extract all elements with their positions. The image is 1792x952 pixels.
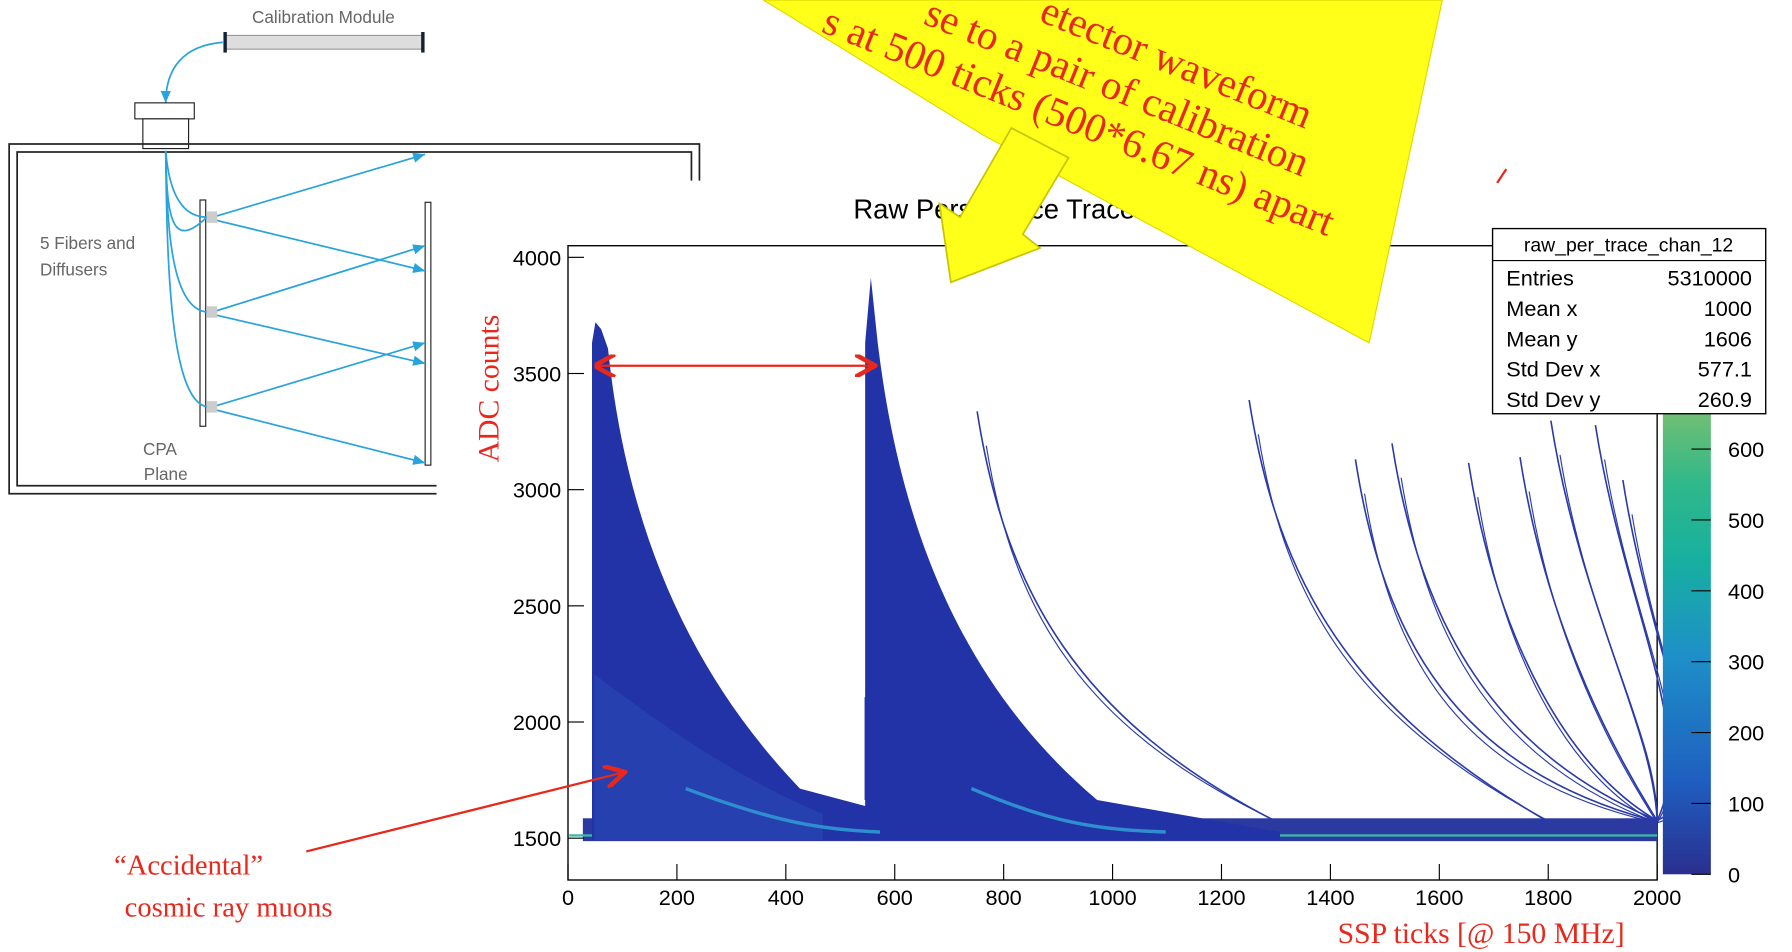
diffuser [206,306,218,318]
trace [1559,454,1658,823]
diffuser [206,401,218,413]
trace [1519,457,1658,821]
x-tick-label: 400 [768,885,804,910]
trace [1354,459,1653,822]
x-tick-label: 1000 [1088,885,1136,910]
stats-key: Mean x [1506,296,1577,321]
persistence-traces [569,277,1691,842]
apa-plane [424,201,432,466]
x-tick-label: 1200 [1197,885,1245,910]
fiber-label: 5 Fibers and [40,233,135,253]
x-axis-label: SSP ticks [@ 150 MHz] [1338,918,1625,950]
trace [1400,477,1658,824]
cpa-plane [199,199,207,427]
z-tick-label: 200 [1728,721,1764,746]
y-tick-label: 1500 [513,826,561,851]
x-tick-label: 600 [877,885,913,910]
z-tick-label: 0 [1728,862,1740,887]
stats-value: 260.9 [1698,387,1752,412]
stats-key: Entries [1506,266,1574,291]
diagram: Calibration Module 5 Fibers and Diffuser… [8,7,701,495]
y-tick-label: 3000 [513,478,561,503]
callout-arrow [938,126,1070,284]
y-tick-label: 4000 [513,245,561,270]
trace [1467,462,1658,822]
trace [1257,434,1553,824]
x-tick-label: 200 [659,885,695,910]
annotation: “Accidental” [114,850,263,881]
z-tick-label: 600 [1728,437,1764,462]
trace [1477,497,1658,824]
axes: 0 200 400 600 800 1000 1200 1400 1600 1800 2000150… [513,245,1764,910]
z-tick-label: 300 [1728,650,1764,675]
stats-value: 1000 [1704,296,1752,321]
y-tick-label: 2000 [513,710,561,735]
fiber-arrow [160,41,223,103]
annotation: cosmic ray muons [125,893,333,924]
y-tick-label: 3500 [513,362,561,387]
stats-value: 577.1 [1698,357,1752,382]
z-tick-label: 500 [1728,508,1764,533]
callout-box [762,0,1443,344]
diffuser [206,211,218,223]
x-tick-label: 0 [562,885,574,910]
stats-name: raw_per_trace_chan_12 [1524,234,1733,256]
stats-value: 5310000 [1668,266,1753,291]
z-tick-label: 100 [1728,791,1764,816]
stats-key: Std Dev y [1506,387,1600,412]
trace [1391,443,1658,822]
callout-mark [1496,168,1508,184]
trace [985,445,1281,824]
x-tick-label: 1600 [1415,885,1463,910]
y-axis-label: ADC counts [473,315,505,463]
fiber-label: Diffusers [40,259,107,279]
trace [1528,491,1658,824]
x-tick-label: 1800 [1524,885,1572,910]
feedthrough [134,102,195,120]
x-tick-label: 800 [986,885,1022,910]
stats-key: Mean y [1506,326,1577,351]
trace [1364,493,1658,824]
fibers [164,150,426,465]
x-tick-label: 2000 [1633,885,1681,910]
stats-value: 1606 [1704,326,1752,351]
y-tick-label: 2500 [513,594,561,619]
module-label: Calibration Module [252,7,395,27]
trace [976,411,1275,822]
z-tick-label: 400 [1728,579,1764,604]
module [224,34,424,50]
x-tick-label: 1400 [1306,885,1354,910]
stats-key: Std Dev x [1506,357,1600,382]
stats-box: raw_per_trace_chan_12 Entries 5310000 Mean… [1491,227,1767,415]
plane-label: Plane [144,464,188,484]
trace [1248,399,1547,822]
muon-arrow [306,773,623,853]
plane-label: CPA [143,439,178,459]
